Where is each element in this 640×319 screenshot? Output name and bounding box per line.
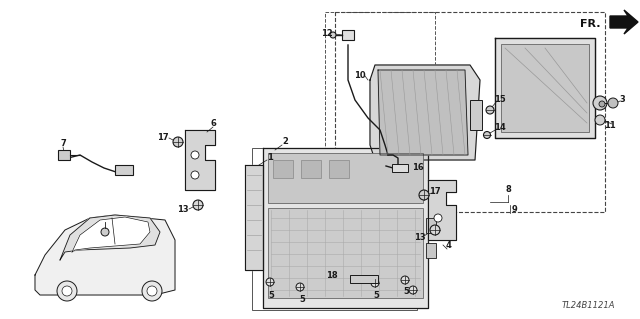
Circle shape xyxy=(599,101,605,107)
Polygon shape xyxy=(263,148,428,308)
Circle shape xyxy=(483,131,490,138)
Text: 2: 2 xyxy=(282,137,288,146)
Text: 3: 3 xyxy=(619,95,625,105)
Text: 16: 16 xyxy=(412,164,424,173)
Circle shape xyxy=(486,106,494,114)
Text: 5: 5 xyxy=(403,287,409,296)
Circle shape xyxy=(57,281,77,301)
Circle shape xyxy=(193,200,203,210)
Text: 4: 4 xyxy=(445,241,451,250)
Circle shape xyxy=(401,276,409,284)
Circle shape xyxy=(147,286,157,296)
Polygon shape xyxy=(60,215,160,260)
Text: TL24B1121A: TL24B1121A xyxy=(561,301,615,310)
Polygon shape xyxy=(610,10,638,34)
Circle shape xyxy=(434,214,442,222)
Bar xyxy=(268,208,423,298)
Bar xyxy=(325,12,435,157)
Polygon shape xyxy=(185,130,215,190)
Text: 14: 14 xyxy=(494,123,506,132)
Circle shape xyxy=(409,286,417,294)
Circle shape xyxy=(101,228,109,236)
Circle shape xyxy=(296,283,304,291)
Polygon shape xyxy=(72,217,150,252)
Text: 18: 18 xyxy=(326,271,338,280)
Polygon shape xyxy=(245,165,263,270)
Text: 7: 7 xyxy=(60,138,66,147)
Text: 5: 5 xyxy=(268,291,274,300)
Bar xyxy=(470,100,482,130)
Bar xyxy=(252,148,417,310)
Polygon shape xyxy=(495,38,595,138)
Circle shape xyxy=(371,279,379,287)
Bar xyxy=(58,150,70,160)
Text: 6: 6 xyxy=(210,118,216,128)
Bar xyxy=(301,160,321,178)
Polygon shape xyxy=(370,65,480,160)
Circle shape xyxy=(330,32,336,38)
Circle shape xyxy=(191,171,199,179)
Circle shape xyxy=(595,115,605,125)
Circle shape xyxy=(142,281,162,301)
Text: 1: 1 xyxy=(267,153,273,162)
Text: 17: 17 xyxy=(429,188,441,197)
Text: 5: 5 xyxy=(373,292,379,300)
Polygon shape xyxy=(378,70,468,155)
Bar xyxy=(342,30,354,40)
Circle shape xyxy=(173,137,183,147)
Circle shape xyxy=(419,190,429,200)
Text: 8: 8 xyxy=(505,186,511,195)
Bar xyxy=(501,44,589,132)
Text: 15: 15 xyxy=(494,95,506,105)
Text: 13: 13 xyxy=(177,205,189,214)
Bar xyxy=(426,243,436,258)
Text: 9: 9 xyxy=(512,205,518,214)
Text: 5: 5 xyxy=(299,294,305,303)
Text: FR.: FR. xyxy=(580,19,600,29)
Text: 12: 12 xyxy=(321,29,333,39)
Circle shape xyxy=(62,286,72,296)
Text: 17: 17 xyxy=(157,132,169,142)
Circle shape xyxy=(593,96,607,110)
Circle shape xyxy=(608,98,618,108)
Bar xyxy=(335,12,605,212)
Bar xyxy=(350,275,378,283)
Bar xyxy=(115,165,133,175)
Text: 13: 13 xyxy=(414,233,426,241)
Bar xyxy=(268,153,423,203)
Bar xyxy=(426,218,436,233)
Bar xyxy=(329,160,349,178)
Text: 10: 10 xyxy=(354,71,366,80)
Circle shape xyxy=(191,151,199,159)
Circle shape xyxy=(430,225,440,235)
Polygon shape xyxy=(428,180,456,240)
Text: 11: 11 xyxy=(604,121,616,130)
Polygon shape xyxy=(35,215,175,295)
Circle shape xyxy=(266,278,274,286)
Bar xyxy=(392,164,408,172)
Bar xyxy=(273,160,293,178)
